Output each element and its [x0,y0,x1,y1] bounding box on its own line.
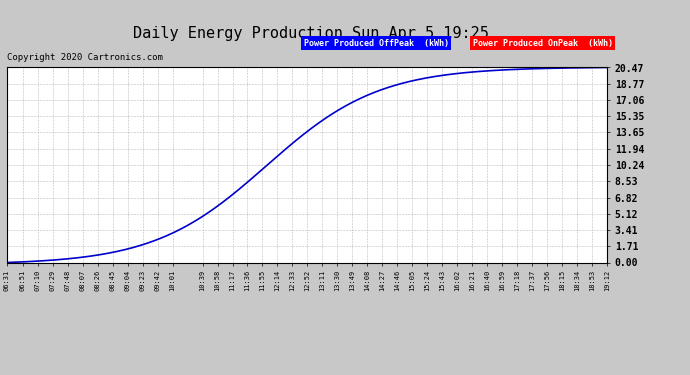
Text: Power Produced OnPeak  (kWh): Power Produced OnPeak (kWh) [473,39,613,48]
Text: Power Produced OffPeak  (kWh): Power Produced OffPeak (kWh) [304,39,448,48]
Text: Copyright 2020 Cartronics.com: Copyright 2020 Cartronics.com [7,53,163,62]
Text: Daily Energy Production Sun Apr 5 19:25: Daily Energy Production Sun Apr 5 19:25 [132,26,489,41]
